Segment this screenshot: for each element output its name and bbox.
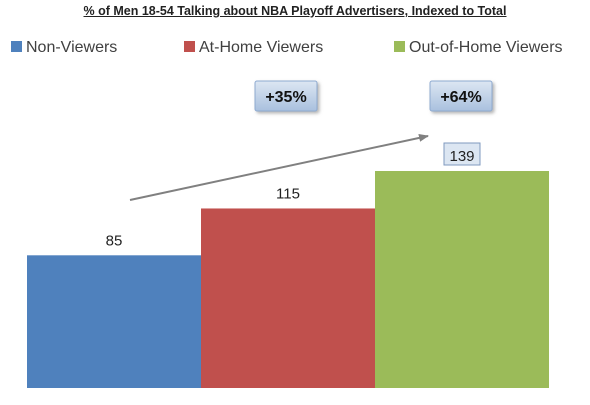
legend-swatch: [11, 41, 22, 52]
annotation-label: +64%: [440, 89, 481, 106]
trend-arrow: [129, 133, 429, 201]
value-label: 139: [449, 148, 474, 165]
legend-swatch: [184, 41, 195, 52]
legend-label: At-Home Viewers: [199, 39, 323, 56]
annotation-box: [254, 80, 318, 112]
value-label: 85: [106, 232, 123, 249]
chart-title: % of Men 18-54 Talking about NBA Playoff…: [83, 4, 507, 18]
bar: [375, 171, 549, 388]
legend-label: Non-Viewers: [26, 39, 117, 56]
annotation-label: +35%: [265, 89, 306, 106]
value-label: 115: [276, 185, 300, 202]
legend-label: Out-of-Home Viewers: [409, 39, 563, 56]
annotation-box: [429, 80, 493, 112]
legend-swatch: [394, 41, 405, 52]
bar: [27, 255, 201, 388]
value-label-box: [443, 142, 481, 166]
bar: [201, 208, 375, 388]
